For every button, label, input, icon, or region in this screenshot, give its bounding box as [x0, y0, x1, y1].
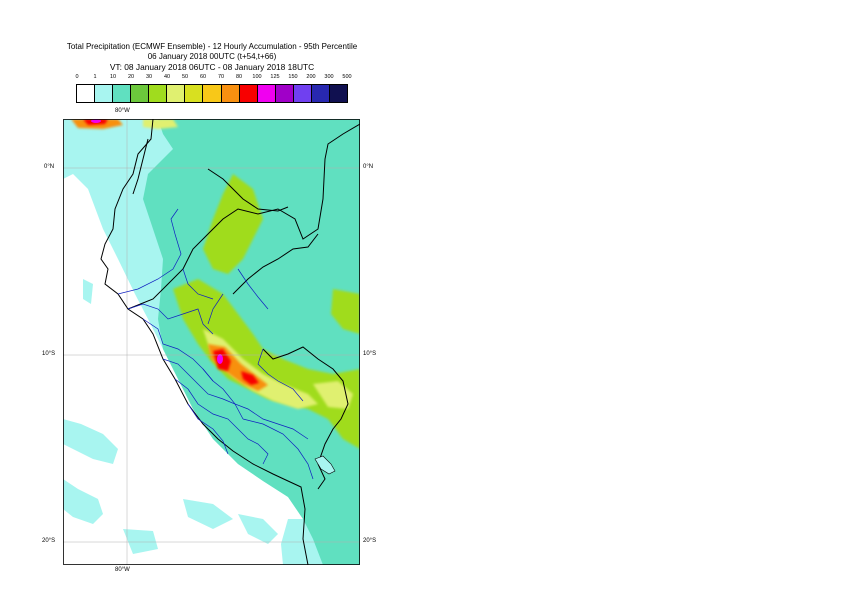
- legend-tick-label: 80: [235, 74, 243, 80]
- lat-label-left-20s: 20°S: [42, 538, 56, 544]
- legend-tick-label: 500: [342, 74, 352, 80]
- lon-label-bottom: 80°W: [115, 567, 130, 573]
- lat-label-right-10s: 10°S: [363, 351, 377, 357]
- no-precip-areas: [63, 174, 303, 565]
- legend-swatch: [167, 85, 186, 102]
- chart-title-block: Total Precipitation (ECMWF Ensemble) - 1…: [0, 42, 424, 72]
- legend-swatch: [239, 85, 258, 102]
- legend-tick-label: 10: [109, 74, 117, 80]
- legend-tick-labels: 0 1 10 20 30 40 50 60 70 80 100 125 150 200 300 500: [75, 74, 352, 84]
- legend-tick-label: 0: [75, 74, 79, 80]
- title-line-1: Total Precipitation (ECMWF Ensemble) - 1…: [66, 42, 358, 51]
- legend-swatch: [221, 85, 240, 102]
- lon-label-top: 80°W: [115, 108, 130, 114]
- heavy-precip-region: [173, 174, 360, 449]
- legend-tick-label: 20: [127, 74, 135, 80]
- graticule: [63, 119, 360, 565]
- legend-swatch: [113, 85, 132, 102]
- legend-tick-label: 150: [288, 74, 298, 80]
- legend-tick-label: 125: [270, 74, 280, 80]
- light-precip-patches: [63, 279, 303, 565]
- legend-tick-label: 30: [145, 74, 153, 80]
- lat-label-left-0: 0°N: [44, 164, 55, 170]
- legend-swatch: [131, 85, 150, 102]
- max-precip-region: [91, 119, 223, 364]
- legend-swatch: [203, 85, 222, 102]
- legend-swatch: [185, 85, 204, 102]
- legend-tick-label: 200: [306, 74, 316, 80]
- legend-swatch: [149, 85, 168, 102]
- legend-color-bar: [76, 84, 348, 103]
- legend-tick-label: 100: [252, 74, 262, 80]
- color-legend: 0 1 10 20 30 40 50 60 70 80 100 125 150 200 300 500: [75, 74, 352, 103]
- legend-tick-label: 1: [93, 74, 97, 80]
- precipitation-map: 80°W 80°W 0°N 10°S 20°S 0°N 10°S 20°S: [42, 108, 376, 573]
- map-canvas: [63, 119, 360, 565]
- legend-tick-label: 50: [181, 74, 189, 80]
- map-frame: [63, 119, 360, 565]
- legend-swatch: [95, 85, 114, 102]
- regional-borders: [117, 208, 314, 480]
- title-line-2: 06 January 2018 00UTC (t+54,t+66): [147, 52, 277, 61]
- lake-titicaca: [314, 455, 336, 475]
- legend-tick-label: 300: [324, 74, 334, 80]
- title-line-3: VT: 08 January 2018 06UTC - 08 January 2…: [109, 62, 315, 72]
- legend-tick-label: 70: [217, 74, 225, 80]
- lat-label-right-20s: 20°S: [363, 538, 377, 544]
- legend-swatch: [275, 85, 294, 102]
- legend-tick-label: 40: [163, 74, 171, 80]
- legend-swatch: [293, 85, 312, 102]
- legend-tick-label: 60: [199, 74, 207, 80]
- legend-swatch: [257, 85, 276, 102]
- legend-swatch: [311, 85, 330, 102]
- legend-swatch: [329, 85, 347, 102]
- lat-label-right-0: 0°N: [363, 164, 374, 170]
- lat-label-left-10s: 10°S: [42, 351, 56, 357]
- legend-swatch: [77, 85, 96, 102]
